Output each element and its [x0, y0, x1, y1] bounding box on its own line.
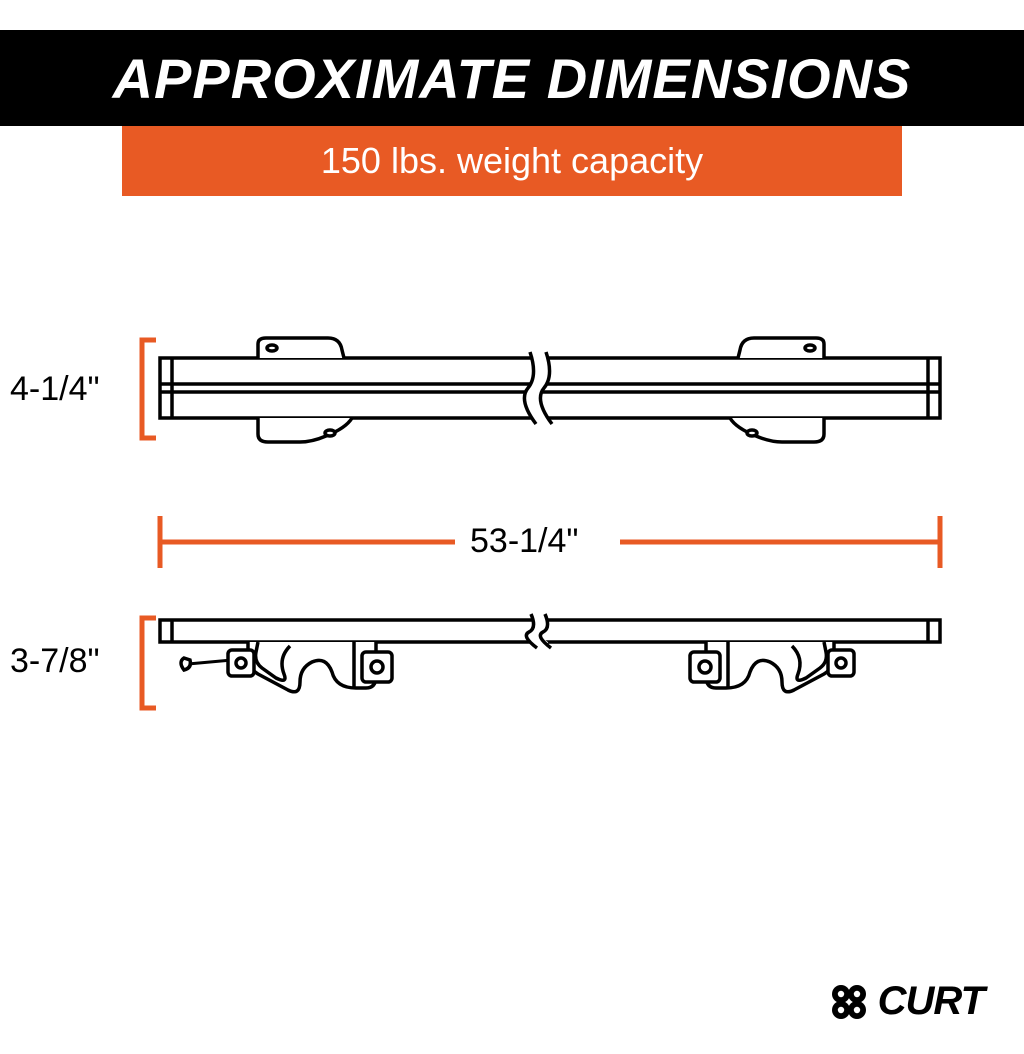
header-bar: APPROXIMATE DIMENSIONS: [0, 30, 1024, 126]
page-title: APPROXIMATE DIMENSIONS: [113, 46, 912, 111]
diagram-area: 4-1/4" 53-1/4" 3-7/8": [0, 316, 1024, 936]
technical-drawing: [0, 316, 1024, 936]
curt-logo-icon: [828, 981, 870, 1023]
capacity-text: 150 lbs. weight capacity: [321, 140, 703, 182]
capacity-bar: 150 lbs. weight capacity: [122, 126, 902, 196]
brand-logo: CURT: [828, 979, 984, 1024]
brand-name: CURT: [878, 979, 984, 1024]
